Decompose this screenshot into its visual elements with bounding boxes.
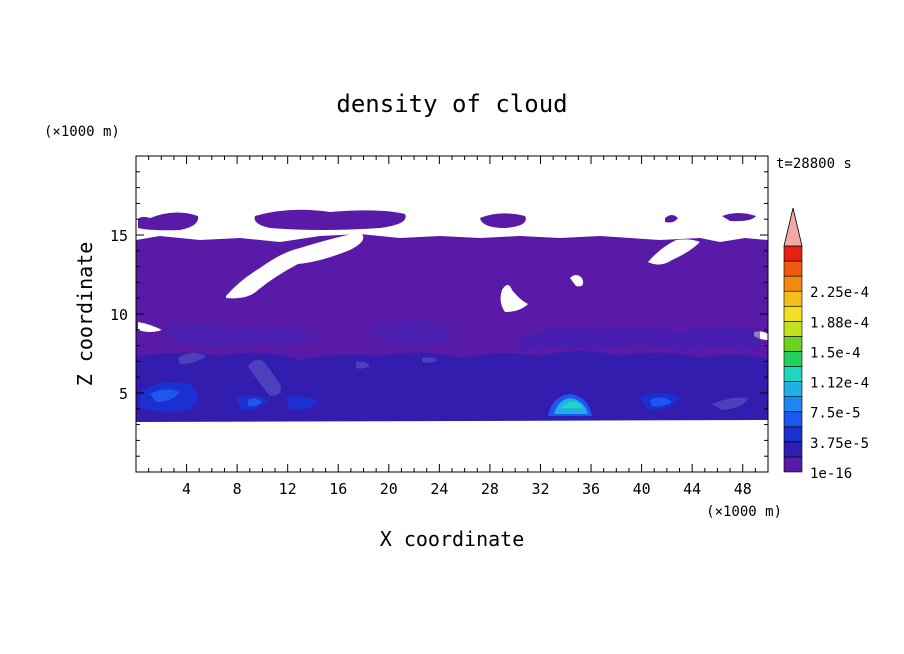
- colorbar-band: [783, 426, 803, 443]
- colorbar-band: [783, 260, 803, 277]
- x-tick-label: 44: [683, 480, 701, 498]
- colorbar: 1e-16 3.75e-5 7.5e-5 1.12e-4 1.5e-4 1.88e-4 2.…: [783, 207, 869, 482]
- cloud-base-edge: [136, 418, 768, 422]
- x-tick-label: 36: [582, 480, 600, 498]
- colorbar-band: [783, 396, 803, 413]
- colorbar-band: [783, 305, 803, 322]
- x-axis-ticks: 4 8 12 16 20 24 28 32 36 40 44 48: [182, 156, 752, 498]
- y-axis-minor-ticks: [136, 171, 768, 457]
- level-1e-16-region: [254, 209, 406, 230]
- colorbar-band: [783, 366, 803, 382]
- density-field: [136, 209, 768, 422]
- clear-air-gap: [138, 322, 162, 332]
- level-7.5e-5-region: [286, 395, 318, 411]
- level-7.5e-5-region: [150, 389, 180, 402]
- x-tick-label: 32: [531, 480, 549, 498]
- colorbar-band: [783, 381, 803, 397]
- colorbar-label: 1.5e-4: [810, 345, 861, 361]
- x-tick-label: 40: [633, 480, 651, 498]
- clear-air-gap: [648, 239, 700, 265]
- x-tick-label: 16: [329, 480, 347, 498]
- y-axis-ticks: 5 10 15: [110, 227, 768, 403]
- level-1e-16-region: [665, 215, 678, 223]
- level-3.75e-5-region: [136, 351, 768, 418]
- x-axis-label: X coordinate: [380, 527, 525, 551]
- colorbar-band: [783, 411, 803, 428]
- time-label: t=28800 s: [776, 156, 852, 172]
- level-1e-16-region: [480, 213, 526, 228]
- colorbar-band: [783, 245, 803, 262]
- colorbar-band: [783, 275, 803, 292]
- clear-air-gap: [570, 275, 584, 287]
- colorbar-band: [783, 351, 803, 367]
- y-unit-label: (×1000 m): [44, 124, 120, 140]
- level-1e-16-region: [722, 213, 756, 222]
- colorbar-band: [783, 290, 803, 307]
- x-axis-minor-ticks: [148, 156, 756, 472]
- colorbar-label: 1.88e-4: [810, 315, 869, 331]
- y-tick-label: 10: [110, 306, 128, 324]
- colorbar-label: 3.75e-5: [810, 436, 869, 452]
- level-3.75e-5-region: [160, 323, 320, 347]
- x-tick-label: 4: [182, 480, 191, 498]
- x-tick-label: 8: [233, 480, 242, 498]
- x-tick-label: 20: [380, 480, 398, 498]
- colorbar-band: [783, 336, 803, 352]
- y-tick-label: 15: [110, 227, 128, 245]
- colorbar-label: 1.12e-4: [810, 376, 869, 392]
- clear-air-gap: [500, 285, 528, 312]
- colorbar-band: [783, 441, 803, 458]
- colorbar-label: 7.5e-5: [810, 406, 861, 422]
- colorbar-band: [783, 456, 803, 473]
- clear-air-gap: [226, 232, 364, 299]
- level-1.12e-4-region: [562, 402, 582, 408]
- x-tick-label: 24: [430, 480, 448, 498]
- x-tick-label: 12: [279, 480, 297, 498]
- colorbar-band: [783, 321, 803, 337]
- level-1e-16-region: [138, 212, 199, 231]
- y-axis-label: Z coordinate: [73, 242, 97, 387]
- level-3.75e-5-region: [520, 326, 760, 350]
- chart-title: density of cloud: [336, 90, 567, 118]
- colorbar-extend-arrow: [783, 207, 803, 247]
- y-tick-label: 5: [119, 385, 128, 403]
- colorbar-label: 2.25e-4: [810, 285, 869, 301]
- colorbar-label: 1e-16: [810, 466, 852, 482]
- level-3.75e-5-region: [370, 320, 453, 346]
- x-unit-label: (×1000 m): [706, 504, 782, 520]
- level-7.5e-5-region: [248, 398, 262, 407]
- x-tick-label: 28: [481, 480, 499, 498]
- level-7.5e-5-region: [650, 397, 672, 407]
- x-tick-label: 48: [734, 480, 752, 498]
